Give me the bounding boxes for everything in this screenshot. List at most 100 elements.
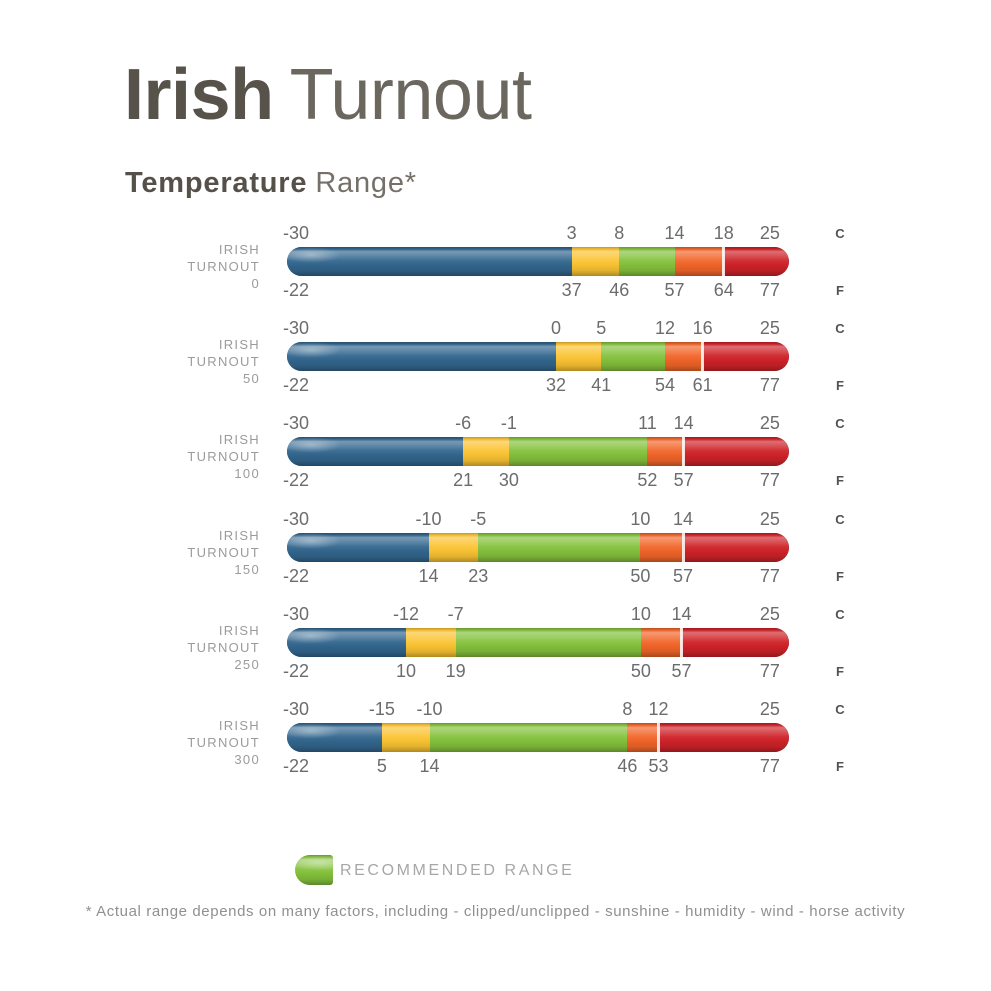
celsius-unit-label: C [835,321,845,337]
bar-segment-red [683,532,789,562]
bar-segment-orange [640,627,682,657]
chart-row: IRISH TURNOUT 300 -30 -15 -10 8 12 25 -22 5 14 46 5… [0,698,991,794]
celsius-value-label: -30 [283,413,310,434]
row-label-line: TURNOUT [187,354,260,370]
temperature-bar [287,342,789,372]
fahrenheit-value-label: -22 [283,280,310,300]
celsius-unit-label: C [835,511,845,527]
row-label-line: 100 [234,466,260,482]
fahrenheit-value-label: 50 [630,565,651,586]
segment-divider [701,342,705,372]
row-label-line: IRISH [218,337,260,353]
page-title: Irish Turnout [124,57,532,134]
fahrenheit-value-label: 10 [395,660,416,681]
bar-segment-red [658,723,789,752]
bar-segment-orange [647,437,684,467]
bar-segment-green [429,723,628,752]
fahrenheit-value-label: 77 [759,565,780,586]
bar-segment-yellow [381,723,430,752]
fahrenheit-value-label: -22 [283,660,310,681]
fahrenheit-value-label: 54 [654,375,676,396]
chart-row: IRISH TURNOUT 150 -30 -10 -5 10 14 25 -22 14 23 50… [0,508,991,604]
fahrenheit-value-label: 77 [759,660,780,681]
fahrenheit-unit-label: F [836,568,844,584]
celsius-value-label: 25 [759,318,780,339]
fahrenheit-unit-label: F [836,759,844,774]
fahrenheit-scale: -22 14 23 50 57 77 [283,565,789,586]
chart-row: IRISH TURNOUT 100 -30 -6 -1 11 14 25 -22 21 30 52 5… [0,412,991,508]
row-label-line: 150 [234,561,260,577]
bar-segment-green [601,342,665,372]
fahrenheit-value-label: 77 [759,280,780,300]
celsius-value-label: 12 [648,699,669,719]
celsius-value-label: -5 [470,508,487,529]
row-label: IRISH TURNOUT 150 [90,527,260,578]
bar-segment-blue [287,437,464,467]
fahrenheit-value-label: 57 [673,470,694,491]
celsius-value-label: 25 [759,603,780,624]
celsius-value-label: 25 [759,413,780,434]
fahrenheit-value-label: 32 [546,375,567,396]
fahrenheit-value-label: 46 [609,280,630,300]
temperature-bar [287,532,789,562]
row-label-line: 250 [234,656,260,672]
celsius-value-label: 0 [551,318,562,339]
chart-row: IRISH TURNOUT 0 -30 3 8 14 18 25 -22 37 46 57 64 77 … [0,222,991,318]
celsius-value-label: -10 [415,508,442,529]
fahrenheit-value-label: 77 [759,470,780,491]
segment-divider [682,437,686,467]
celsius-value-label: 3 [566,223,577,243]
celsius-value-label: 14 [664,223,685,243]
bar-segment-orange [640,532,684,562]
fahrenheit-value-label: 23 [468,565,489,586]
bar-segment-green [619,247,675,276]
fahrenheit-value-label: 57 [664,280,685,300]
bar-segment-red [702,342,789,372]
segment-divider [680,627,684,657]
row-label-line: 300 [234,752,260,767]
celsius-value-label: 18 [713,223,734,243]
fahrenheit-scale: -22 21 30 52 57 77 [283,470,789,491]
celsius-value-label: -7 [447,603,464,624]
fahrenheit-value-label: 37 [561,280,582,300]
celsius-value-label: -30 [283,508,310,529]
celsius-value-label: 12 [654,318,676,339]
celsius-value-label: 14 [671,603,692,624]
row-label-line: IRISH [218,432,260,448]
celsius-value-label: -30 [283,223,310,243]
fahrenheit-value-label: 77 [759,375,780,396]
fahrenheit-value-label: -22 [283,756,310,776]
celsius-value-label: 5 [596,318,607,339]
chart-subtitle: Temperature Range* [125,167,417,200]
fahrenheit-value-label: 61 [692,375,713,396]
celsius-value-label: -10 [416,699,443,719]
bar-segment-yellow [571,247,620,276]
fahrenheit-value-label: 52 [637,470,658,491]
fahrenheit-value-label: 57 [673,565,694,586]
celsius-unit-label: C [835,226,845,241]
temperature-bar [287,627,789,657]
celsius-unit-label: C [835,606,845,622]
subtitle-bold-text: Temperature [125,167,308,199]
celsius-scale: -30 -6 -1 11 14 25 [283,413,789,434]
fahrenheit-value-label: 21 [453,470,474,491]
row-label-line: TURNOUT [187,449,260,465]
celsius-value-label: 14 [673,508,694,529]
celsius-value-label: -30 [283,318,310,339]
chart-row: IRISH TURNOUT 250 -30 -12 -7 10 14 25 -22 10 19 50… [0,603,991,699]
segment-divider [681,532,685,562]
segment-divider [656,723,660,752]
fahrenheit-unit-label: F [836,473,844,489]
celsius-value-label: 8 [622,699,633,719]
row-label: IRISH TURNOUT 0 [90,241,260,292]
bar-segment-yellow [428,532,479,562]
row-label-line: IRISH [218,527,260,543]
bar-segment-yellow [463,437,509,467]
fahrenheit-unit-label: F [836,663,844,679]
fahrenheit-scale: -22 32 41 54 61 77 [283,375,789,396]
bar-segment-red [681,627,789,657]
temperature-bar [287,723,789,752]
fahrenheit-value-label: 64 [713,280,734,300]
